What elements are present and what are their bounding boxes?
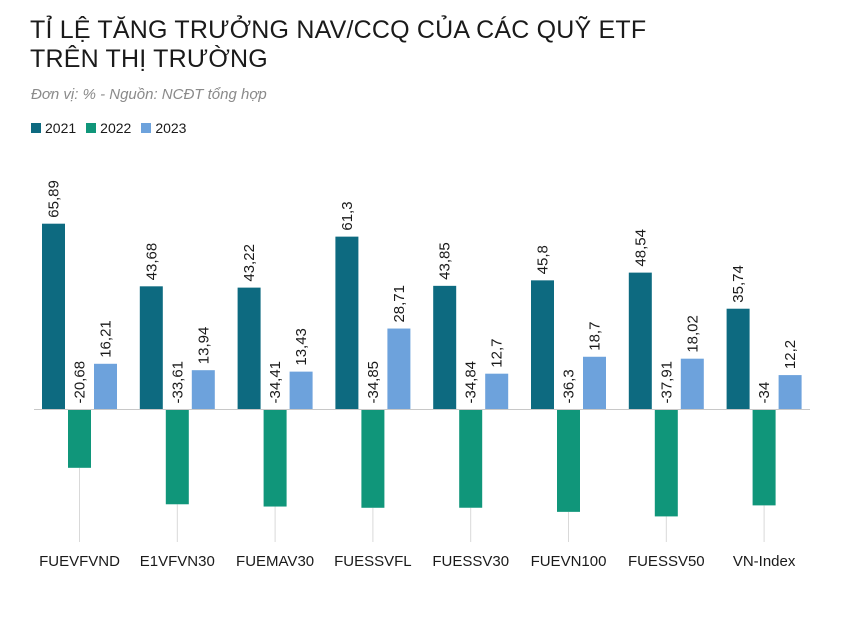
bar-2021-fuessv30	[433, 285, 457, 410]
value-label-2022-fuevn100: -36,3	[561, 369, 578, 403]
bar-2022-fuemav30	[263, 409, 287, 507]
category-label-vn-index: VN-Index	[733, 553, 796, 570]
chart-legend: 2021 2022 2023	[31, 120, 186, 136]
chart-title: TỈ LỆ TĂNG TRƯỞNG NAV/CCQ CỦA CÁC QUỸ ET…	[30, 16, 790, 74]
value-label-2023-vn-index: 12,2	[782, 340, 799, 369]
chart-title-line-2: TRÊN THỊ TRƯỜNG	[30, 45, 268, 73]
bar-2022-fuessv30	[459, 409, 483, 508]
value-label-2021-vn-index: 35,74	[730, 265, 747, 303]
value-label-2023-fuessvfl: 28,71	[391, 285, 408, 323]
bar-2022-vn-index	[752, 409, 776, 506]
value-label-2021-e1vfvn30: 43,68	[143, 243, 160, 281]
legend-label-2023: 2023	[155, 120, 187, 136]
value-label-2022-fuemav30: -34,41	[267, 361, 284, 404]
bar-2023-fuevfvnd	[94, 363, 117, 410]
bar-2023-fuemav30	[289, 371, 313, 410]
category-label-e1vfvn30: E1VFVN30	[140, 553, 215, 570]
category-label-fuessv30: FUESSV30	[432, 553, 509, 570]
bar-2021-fuessvfl	[335, 236, 359, 410]
legend-item-2022: 2022	[86, 120, 131, 136]
bar-2023-fuessv50	[680, 358, 704, 410]
value-label-2023-fuevfvnd: 16,21	[98, 320, 115, 358]
value-label-2023-fuevn100: 18,7	[587, 322, 604, 351]
category-label-fuemav30: FUEMAV30	[236, 553, 314, 570]
value-label-2023-e1vfvn30: 13,94	[195, 327, 212, 365]
category-label-fuessvfl: FUESSVFL	[334, 553, 412, 570]
value-label-2022-fuessvfl: -34,85	[365, 361, 382, 404]
bar-2021-fuevfvnd	[42, 223, 65, 410]
bar-2021-fuevn100	[531, 280, 554, 410]
value-label-2023-fuessv50: 18,02	[684, 315, 701, 353]
bar-2022-fuevfvnd	[68, 409, 91, 468]
value-label-2022-fuessv30: -34,84	[463, 361, 480, 404]
bar-2022-fuessv50	[654, 409, 678, 517]
chart-title-line-1: TỈ LỆ TĂNG TRƯỞNG NAV/CCQ CỦA CÁC QUỸ ET…	[30, 16, 647, 44]
value-label-2022-e1vfvn30: -33,61	[169, 361, 186, 404]
legend-label-2021: 2021	[45, 120, 77, 136]
category-label-fuevfvnd: FUEVFVND	[39, 553, 120, 570]
bar-2023-fuevn100	[583, 356, 606, 410]
legend-swatch-2023	[141, 123, 152, 133]
bar-2021-vn-index	[726, 308, 750, 410]
category-label-fuevn100: FUEVN100	[531, 553, 607, 570]
bar-2022-fuessvfl	[361, 409, 385, 508]
value-label-2021-fuessvfl: 61,3	[339, 201, 356, 230]
bar-2023-e1vfvn30	[191, 370, 215, 410]
bar-2021-fuemav30	[237, 287, 261, 410]
bar-2023-vn-index	[778, 375, 802, 410]
legend-swatch-2022	[86, 123, 97, 133]
chart-subtitle: Đơn vị: % - Nguồn: NCĐT tổng hợp	[31, 86, 267, 103]
value-label-2021-fuessv50: 48,54	[632, 229, 649, 267]
legend-item-2023: 2023	[141, 120, 186, 136]
value-label-2023-fuessv30: 12,7	[489, 338, 506, 367]
legend-item-2021: 2021	[31, 120, 76, 136]
value-label-2022-fuessv50: -37,91	[658, 361, 675, 404]
legend-label-2022: 2022	[100, 120, 132, 136]
value-label-2023-fuemav30: 13,43	[293, 328, 310, 366]
value-label-2022-vn-index: -34	[756, 382, 773, 404]
bar-2022-fuevn100	[557, 409, 580, 512]
bar-2021-fuessv50	[628, 272, 652, 410]
bar-2023-fuessvfl	[387, 328, 411, 410]
category-label-fuessv50: FUESSV50	[628, 553, 705, 570]
legend-swatch-2021	[31, 123, 41, 133]
value-label-2022-fuevfvnd: -20,68	[72, 361, 89, 404]
bar-2021-e1vfvn30	[139, 286, 163, 410]
bar-2023-fuessv30	[485, 373, 509, 410]
value-label-2021-fuemav30: 43,22	[241, 244, 258, 282]
value-label-2021-fuevn100: 45,8	[535, 245, 552, 274]
bar-2022-e1vfvn30	[165, 409, 189, 505]
value-label-2021-fuevfvnd: 65,89	[46, 180, 63, 218]
value-label-2021-fuessv30: 43,85	[437, 242, 454, 280]
